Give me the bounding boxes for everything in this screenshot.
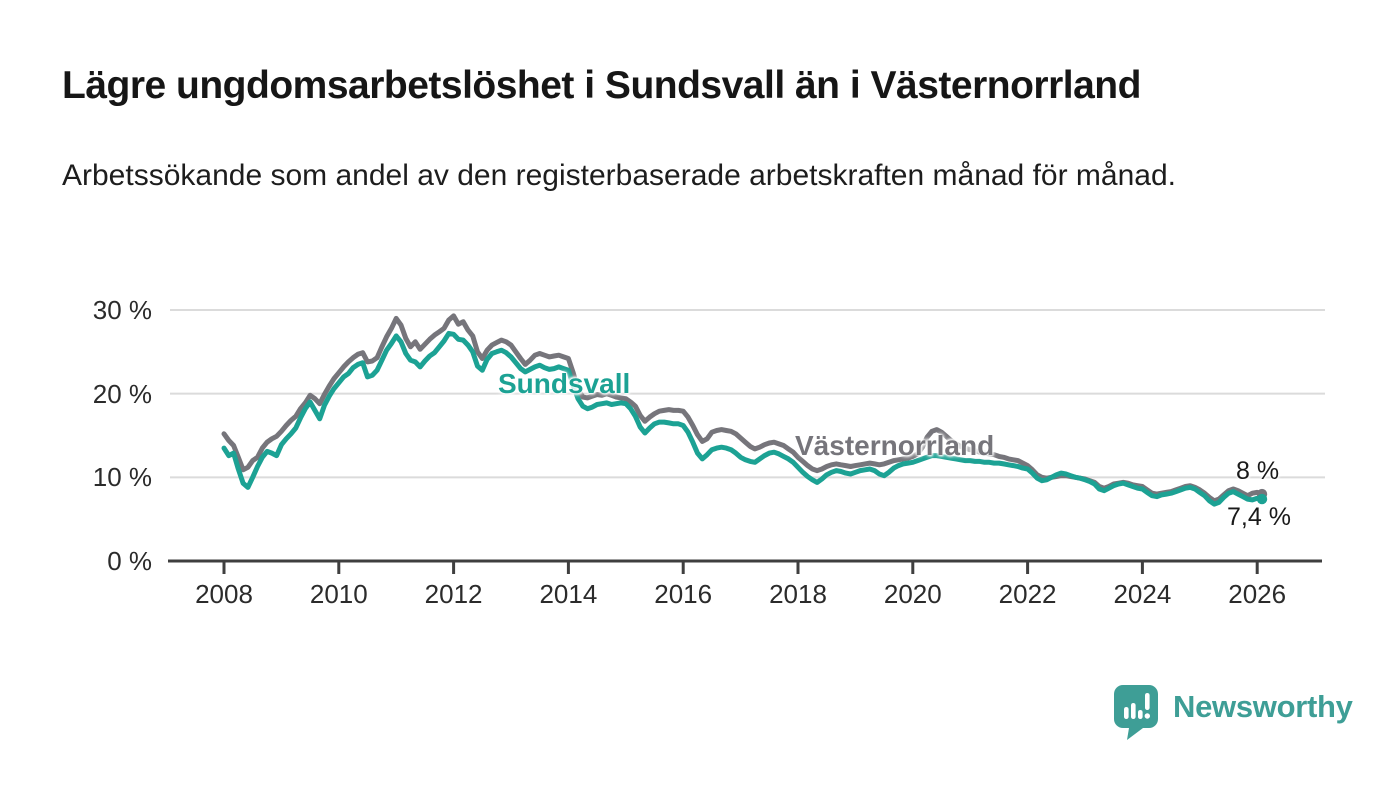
x-tick-label: 2016 bbox=[654, 579, 713, 609]
x-tick-label: 2012 bbox=[424, 579, 483, 609]
series-end-dot-sundsvall bbox=[1256, 493, 1268, 505]
page-subtitle: Arbetssökande som andel av den registerb… bbox=[62, 159, 1176, 192]
series-line-vasternorrland bbox=[221, 313, 1265, 504]
y-tick-label: 0 % bbox=[107, 546, 152, 576]
bar-1 bbox=[1124, 707, 1129, 719]
y-tick-label: 10 % bbox=[92, 462, 152, 493]
x-tick-label: 2024 bbox=[1113, 579, 1172, 609]
y-tick-label: 20 % bbox=[92, 378, 152, 409]
series-label-sundsvall: Sundsvall bbox=[498, 368, 631, 399]
x-tick-label: 2026 bbox=[1228, 579, 1287, 609]
bar-3 bbox=[1138, 710, 1143, 719]
x-tick-label: 2010 bbox=[309, 579, 368, 609]
series-line-sundsvall bbox=[221, 330, 1265, 507]
exclamation-bar bbox=[1145, 693, 1150, 710]
x-tick-label: 2018 bbox=[769, 579, 827, 609]
x-tick-label: 2008 bbox=[195, 579, 253, 609]
x-tick-label: 2022 bbox=[998, 579, 1057, 609]
newsworthy-logo: Newsworthy bbox=[1113, 684, 1353, 741]
speech-bubble-shape bbox=[1114, 685, 1158, 740]
end-value-label-sundsvall: 7,4 % bbox=[1227, 503, 1291, 531]
x-tick-label: 2014 bbox=[539, 579, 598, 609]
bar-2 bbox=[1131, 703, 1136, 719]
bar-chart-speech-bubble-icon bbox=[1114, 685, 1158, 740]
end-value-label-vasternorrland: 8 % bbox=[1236, 457, 1280, 485]
y-tick-label: 30 % bbox=[92, 295, 152, 325]
newsworthy-wordmark: Newsworthy bbox=[1173, 689, 1353, 724]
page-title: Lägre ungdomsarbetslöshet i Sundsvall än… bbox=[62, 64, 1141, 107]
exclamation-dot bbox=[1144, 713, 1150, 719]
x-tick-label: 2020 bbox=[883, 579, 942, 609]
series-label-vasternorrland: Västernorrland bbox=[795, 430, 995, 461]
